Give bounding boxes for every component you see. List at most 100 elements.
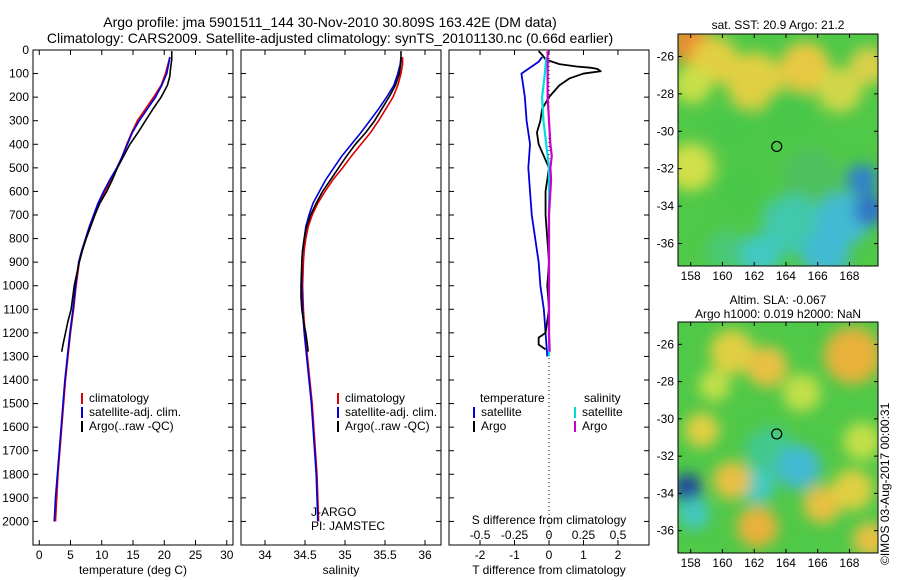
temperature-ytick-label: 1200: [2, 326, 29, 340]
sla-map-ytick-label: -34: [657, 486, 675, 500]
salinity-xlabel: salinity: [323, 563, 360, 577]
salinity-annotation-pi: PI: JAMSTEC: [311, 519, 385, 533]
differences-s-tick-label: 0: [546, 528, 553, 542]
differences-xtick-label: 0: [546, 548, 553, 562]
differences-legend-label: satellite: [582, 405, 623, 419]
sst-map-ytick-label: -32: [657, 162, 675, 176]
salinity-xtick-label: 34.5: [293, 548, 317, 562]
sla-map-ytick-label: -30: [657, 412, 675, 426]
sla-map-blob: [698, 369, 731, 402]
salinity-xtick-label: 36: [418, 548, 432, 562]
sst-map-blob: [709, 105, 755, 150]
salinity-series-2-line: [301, 56, 402, 522]
salinity-profile-chart: 34 34.5 35 35.5 36 salinity climatologysatelli…: [240, 49, 442, 577]
sla-map-ytick-label: -28: [657, 375, 675, 389]
differences-xtick-label: -1: [509, 548, 520, 562]
sla-map-chart: 158 160 162 164 166 168 -26 -28 -30 -32 -34 -36: [657, 321, 879, 570]
sst-map-xtick-label: 158: [681, 269, 701, 283]
salinity-legend-label: Argo(..raw -QC): [345, 419, 430, 433]
sst-map-blob: [817, 67, 863, 113]
temperature-xlabel: temperature (deg C): [79, 563, 187, 577]
sst-map-xtick-label: 164: [776, 269, 796, 283]
sla-map-blob: [803, 485, 842, 524]
temperature-series-2-line: [53, 56, 171, 522]
sst-map-blob: [849, 46, 878, 85]
sla-map-title: Altim. SLA: -0.067: [729, 293, 827, 307]
sst-map-field: [678, 34, 878, 266]
sla-map-float-marker: [771, 428, 783, 440]
differences-legend-label: Argo: [481, 419, 507, 433]
salinity-legend-label: satellite-adj. clim.: [345, 405, 437, 419]
sst-map-blob: [760, 87, 818, 145]
differences-xtick-label: -2: [475, 548, 486, 562]
sla-map-blobs: [678, 326, 878, 553]
sla-map-blob: [776, 445, 821, 490]
sst-map-blob: [725, 52, 783, 110]
differences-xtick-label: 1: [580, 548, 587, 562]
temperature-ytick-label: 500: [9, 161, 29, 175]
salinity-xtick-label: 35: [338, 548, 352, 562]
temperature-legend-label: satellite-adj. clim.: [89, 405, 181, 419]
temperature-xtick-label: 20: [158, 548, 172, 562]
sst-map-chart: 158 160 162 164 166 168 -26 -28 -30 -32 -34 -36: [657, 33, 879, 283]
sst-map-frame: [677, 33, 879, 267]
sst-map-blob: [678, 65, 712, 104]
temperature-ytick-label: 1000: [2, 279, 29, 293]
sla-map-ytick-label: -26: [657, 337, 675, 351]
sla-map-ytick-label: -36: [657, 524, 675, 538]
temperature-plot-frame: [32, 49, 234, 546]
temperature-xtick-label: 0: [36, 548, 43, 562]
sla-map-xtick-label: 160: [712, 556, 732, 570]
sla-map-xtick-label: 164: [776, 556, 796, 570]
temperature-xtick-label: 30: [220, 548, 234, 562]
sla-map-blob: [852, 522, 878, 553]
temperature-series-3-line: [60, 51, 173, 352]
temperature-ytick-label: 1300: [2, 349, 29, 363]
temperature-xtick-label: 10: [95, 548, 109, 562]
sla-map-blob: [843, 422, 878, 461]
temperature-ytick-label: 1600: [2, 420, 29, 434]
temperature-ytick-label: 1500: [2, 397, 29, 411]
differences-s-tick-label: -0.25: [501, 528, 529, 542]
temperature-xtick-label: 25: [189, 548, 203, 562]
sla-map-blob: [831, 469, 874, 511]
figure-title-line-1: Argo profile: jma 5901511_144 30-Nov-201…: [103, 14, 557, 30]
temperature-ytick-label: 1800: [2, 467, 29, 481]
sla-map-xtick-label: 168: [839, 556, 859, 570]
differences-temperature-2-line: [536, 50, 602, 351]
salinity-legend-label: climatology: [345, 391, 405, 405]
sst-map-ytick-label: -36: [657, 237, 675, 251]
temperature-ytick-label: 1900: [2, 491, 29, 505]
figure-title-line-2: Climatology: CARS2009. Satellite-adjuste…: [46, 30, 614, 46]
differences-legend-title-salinity: salinity: [584, 391, 621, 405]
differences-s-axis-label: S difference from climatology: [472, 513, 627, 527]
temperature-ytick-label: 300: [9, 114, 29, 128]
temperature-ytick-label: 1100: [3, 302, 29, 316]
sst-map-title: sat. SST: 20.9 Argo: 21.2: [711, 18, 845, 32]
sst-map-blob: [717, 165, 769, 217]
sst-map-xtick-label: 160: [712, 269, 732, 283]
salinity-annotation-jargo: J-ARGO: [311, 505, 356, 519]
differences-s-tick-label: 0.25: [572, 528, 596, 542]
temperature-ytick-label: 1400: [2, 373, 29, 387]
salinity-plot-frame: [240, 49, 442, 546]
sla-map-blob: [684, 412, 720, 448]
temperature-ytick-label: 0: [22, 43, 29, 57]
sst-map-blobs: [678, 34, 878, 266]
sla-map-blob: [678, 498, 710, 530]
sla-map-ytick-label: -32: [657, 449, 675, 463]
sst-map-float-marker: [771, 140, 783, 153]
sst-map-xtick-label: 168: [839, 269, 859, 283]
sla-map-field: [678, 322, 878, 553]
sla-map-xtick-label: 162: [744, 556, 764, 570]
differences-legend-label: satellite: [481, 405, 522, 419]
differences-legend-label: Argo: [582, 419, 608, 433]
sla-map-xtick-label: 158: [681, 556, 701, 570]
temperature-ytick-label: 900: [9, 255, 29, 269]
salinity-xtick-label: 35.5: [373, 548, 397, 562]
temperature-ytick-label: 700: [9, 208, 29, 222]
sst-map-blob: [706, 230, 748, 266]
sst-map-blob: [678, 143, 715, 191]
differences-salinity-4-line: [546, 51, 553, 352]
